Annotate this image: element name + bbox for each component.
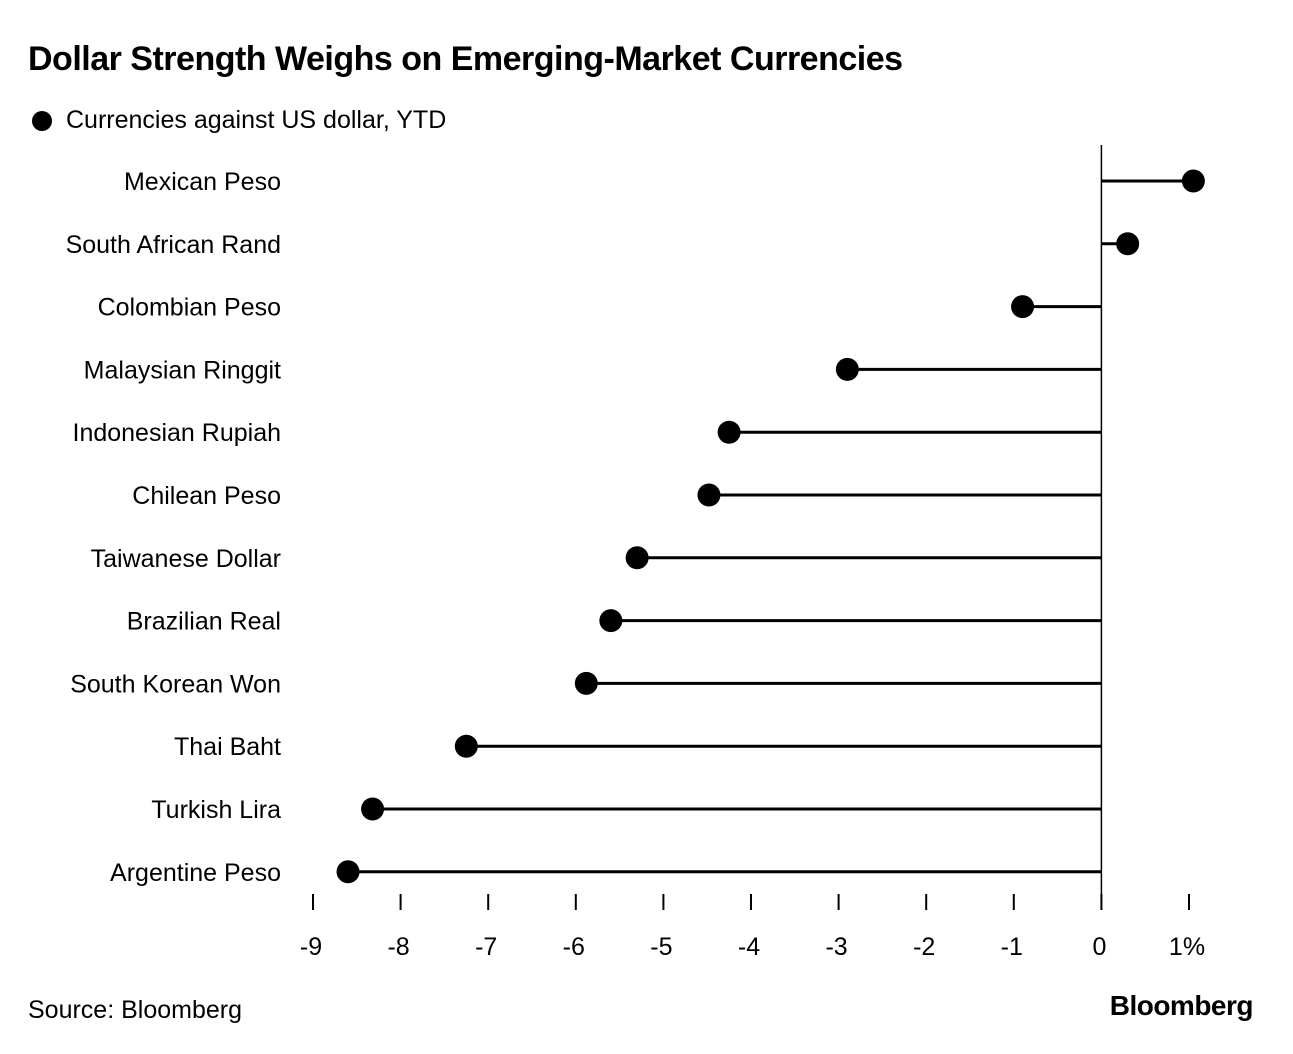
lollipop-dot <box>697 483 721 507</box>
lollipop-dot <box>454 734 478 758</box>
x-tick-label: -5 <box>650 933 672 961</box>
category-label: Malaysian Ringgit <box>84 356 281 384</box>
x-axis-ticks: -9 -8 -7 -6 -5 -4 -3 -2 -1 0 1% <box>300 894 1205 961</box>
lollipop-dot <box>336 860 360 884</box>
source-note: Source: Bloomberg <box>28 996 243 1024</box>
chart-title: Dollar Strength Weighs on Emerging-Marke… <box>28 40 903 78</box>
category-label: Turkish Lira <box>151 796 281 824</box>
category-label: Indonesian Rupiah <box>73 419 282 447</box>
lollipop-dot <box>717 420 741 444</box>
lollipop-dot <box>1181 169 1205 193</box>
x-tick-label: -8 <box>387 933 409 961</box>
x-tick-label: -1 <box>1001 933 1023 961</box>
category-label: Brazilian Real <box>127 608 281 636</box>
x-tick-label: 0 <box>1092 933 1106 961</box>
x-tick-label: -6 <box>563 933 585 961</box>
category-label: Taiwanese Dollar <box>91 545 281 573</box>
x-tick-label: -2 <box>913 933 935 961</box>
category-label: South African Rand <box>66 231 281 259</box>
x-tick-label: -3 <box>825 933 847 961</box>
category-label: South Korean Won <box>70 670 281 698</box>
category-label: Colombian Peso <box>98 294 281 322</box>
legend-marker <box>32 110 52 131</box>
lollipop-dot <box>835 357 859 381</box>
bloomberg-logo: Bloomberg <box>1109 990 1254 1021</box>
lollipop-dot <box>1011 295 1035 319</box>
category-label: Mexican Peso <box>124 168 281 196</box>
category-label: Chilean Peso <box>132 482 281 510</box>
lollipop-dot <box>599 609 623 633</box>
category-label: Argentine Peso <box>110 859 281 887</box>
lollipop-dot <box>625 546 649 570</box>
legend-label: Currencies against US dollar, YTD <box>66 106 447 134</box>
x-tick-label: -7 <box>475 933 497 961</box>
lollipop-dot <box>1116 232 1140 256</box>
x-tick-label: -9 <box>300 933 322 961</box>
x-tick-label: 1% <box>1169 933 1205 961</box>
x-tick-label: -4 <box>738 933 760 961</box>
category-label: Thai Baht <box>174 733 281 761</box>
legend: Currencies against US dollar, YTD <box>28 106 446 135</box>
lollipop-dot <box>361 797 385 821</box>
lollipop-dot <box>574 671 598 695</box>
chart-rows: Mexican Peso South African Rand Colombian … <box>66 168 1205 887</box>
